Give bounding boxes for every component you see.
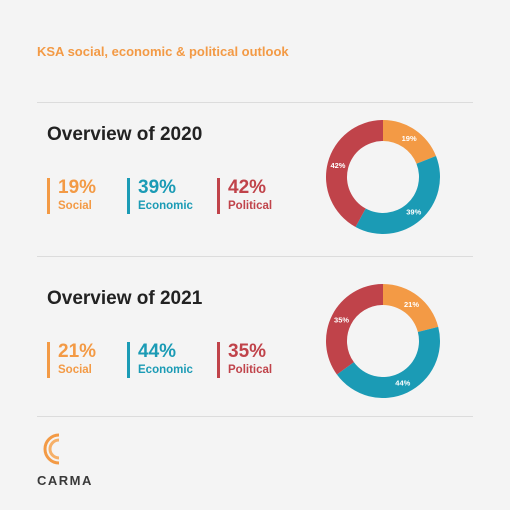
- page-title: KSA social, economic & political outlook: [37, 44, 289, 59]
- stat-political-2021-value: 35%: [228, 341, 267, 362]
- stat-economic-2021-label: Economic: [138, 364, 193, 376]
- stat-political-2021-label: Political: [228, 364, 273, 376]
- donut-label-economic-2021: 44%: [395, 379, 410, 388]
- stat-social-2020: 19% Social: [47, 178, 96, 214]
- donut-slice-social-2020: [383, 120, 436, 164]
- donut-label-economic-2020: 39%: [406, 207, 421, 216]
- stat-economic-2020: 39% Economic: [127, 178, 193, 214]
- overview-2021-title: Overview of 2021: [47, 288, 203, 309]
- donut-label-political-2020: 42%: [330, 161, 345, 170]
- overview-2020-title: Overview of 2020: [47, 124, 203, 145]
- stat-political-2020: 42% Political: [217, 178, 272, 214]
- stat-political-2021: 35% Political: [217, 342, 272, 378]
- divider-bottom: [37, 416, 473, 417]
- stat-social-2020-value: 19%: [58, 177, 97, 198]
- donut-chart-2020: 19% 39% 42%: [326, 120, 440, 234]
- donut-slice-economic-2020: [355, 156, 440, 234]
- donut-slice-social-2021: [383, 284, 439, 333]
- divider-middle: [37, 256, 473, 257]
- carma-c-logo-icon: [43, 433, 60, 465]
- donut-slice-political-2021: [326, 284, 383, 375]
- donut-label-social-2021: 21%: [404, 300, 419, 309]
- donut-chart-2021: 21% 44% 35%: [326, 284, 440, 399]
- stat-social-2021-value: 21%: [58, 341, 97, 362]
- stat-social-2021: 21% Social: [47, 342, 96, 378]
- donut-label-social-2020: 19%: [402, 134, 417, 143]
- stat-social-2020-label: Social: [58, 200, 92, 212]
- donut-slice-political-2020: [326, 120, 383, 227]
- overview-2021-section: Overview of 2021 21% Social 44% Economic…: [0, 266, 510, 416]
- donut-slice-economic-2021: [336, 326, 440, 399]
- stat-economic-2020-value: 39%: [138, 177, 177, 198]
- donut-label-political-2021: 35%: [334, 315, 349, 324]
- overview-2020-section: Overview of 2020 19% Social 39% Economic…: [0, 102, 510, 252]
- stat-social-2021-label: Social: [58, 364, 92, 376]
- stat-economic-2020-label: Economic: [138, 200, 193, 212]
- stat-political-2020-label: Political: [228, 200, 273, 212]
- stat-economic-2021: 44% Economic: [127, 342, 193, 378]
- stat-political-2020-value: 42%: [228, 177, 267, 198]
- stat-economic-2021-value: 44%: [138, 341, 177, 362]
- divider-top: [37, 102, 473, 103]
- brand-name: CARMA: [37, 473, 93, 488]
